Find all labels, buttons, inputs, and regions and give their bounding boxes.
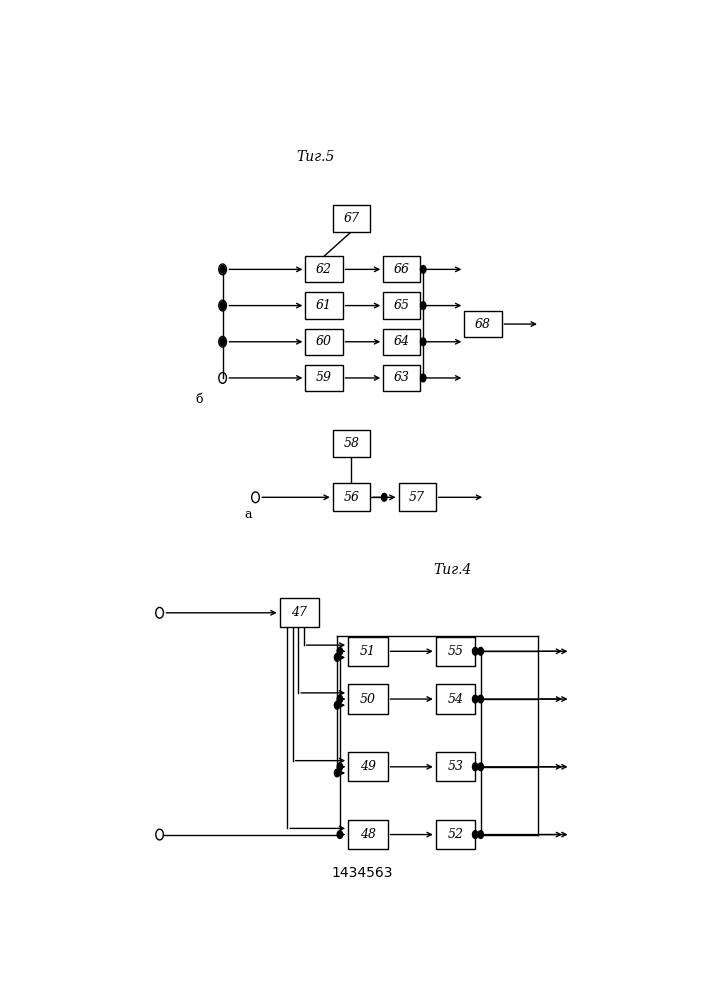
FancyBboxPatch shape [305,365,343,391]
Circle shape [220,266,226,273]
FancyBboxPatch shape [333,430,370,457]
Text: 57: 57 [409,491,425,504]
FancyBboxPatch shape [436,752,475,781]
FancyBboxPatch shape [383,292,421,319]
Circle shape [472,695,478,703]
Text: 64: 64 [394,335,410,348]
FancyBboxPatch shape [436,820,475,849]
Circle shape [421,266,426,273]
FancyBboxPatch shape [305,256,343,282]
Circle shape [334,701,340,709]
FancyBboxPatch shape [348,637,387,666]
FancyBboxPatch shape [464,311,501,337]
FancyBboxPatch shape [436,637,475,666]
Circle shape [478,647,484,655]
Text: 1434563: 1434563 [332,866,393,880]
Text: 63: 63 [394,371,410,384]
FancyBboxPatch shape [333,205,370,232]
Text: 59: 59 [316,371,332,384]
Circle shape [220,302,226,309]
Text: 47: 47 [291,606,308,619]
Text: 67: 67 [344,212,359,225]
Circle shape [334,769,340,777]
Text: Τиг.5: Τиг.5 [297,150,335,164]
Circle shape [334,654,340,661]
Text: 65: 65 [394,299,410,312]
Text: 51: 51 [360,645,376,658]
Circle shape [472,647,478,655]
Text: 50: 50 [360,693,376,706]
Text: 62: 62 [316,263,332,276]
FancyBboxPatch shape [348,820,387,849]
Circle shape [337,763,343,771]
Circle shape [472,831,478,838]
Text: 66: 66 [394,263,410,276]
Circle shape [421,374,426,382]
Circle shape [478,831,484,838]
FancyBboxPatch shape [383,365,421,391]
FancyBboxPatch shape [399,483,436,511]
Text: 54: 54 [448,693,464,706]
Circle shape [421,302,426,309]
Text: 49: 49 [360,760,376,773]
Text: a: a [245,508,252,521]
Circle shape [382,493,387,501]
Circle shape [421,338,426,346]
FancyBboxPatch shape [348,752,387,781]
Text: 58: 58 [344,437,359,450]
Circle shape [478,763,484,771]
Text: 52: 52 [448,828,464,841]
Text: 56: 56 [344,491,359,504]
Text: Τиг.4: Τиг.4 [433,563,472,577]
FancyBboxPatch shape [383,256,421,282]
Circle shape [472,763,478,771]
Text: б: б [195,393,203,406]
FancyBboxPatch shape [305,292,343,319]
Text: 55: 55 [448,645,464,658]
FancyBboxPatch shape [279,598,319,627]
Text: 48: 48 [360,828,376,841]
Circle shape [337,831,343,838]
FancyBboxPatch shape [305,329,343,355]
Text: 61: 61 [316,299,332,312]
FancyBboxPatch shape [383,329,421,355]
Circle shape [478,695,484,703]
Circle shape [337,695,343,703]
Text: 68: 68 [475,318,491,331]
FancyBboxPatch shape [348,684,387,714]
Text: 60: 60 [316,335,332,348]
Text: 53: 53 [448,760,464,773]
FancyBboxPatch shape [333,483,370,511]
Circle shape [220,338,226,346]
Circle shape [337,647,343,655]
FancyBboxPatch shape [436,684,475,714]
